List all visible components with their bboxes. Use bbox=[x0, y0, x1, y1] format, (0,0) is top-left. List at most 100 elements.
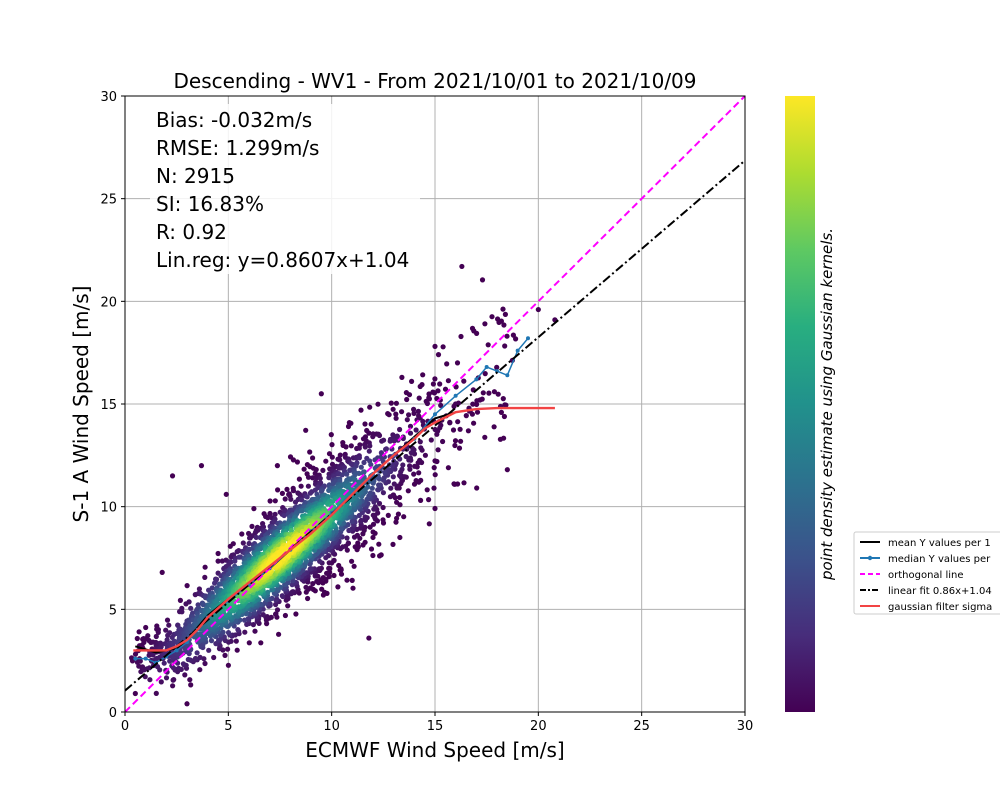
scatter-point bbox=[451, 481, 457, 487]
scatter-point bbox=[391, 438, 397, 444]
scatter-point bbox=[187, 677, 193, 683]
scatter-point bbox=[482, 434, 488, 440]
scatter-point bbox=[274, 463, 280, 469]
scatter-point bbox=[424, 487, 430, 493]
scatter-point bbox=[482, 321, 488, 327]
legend: mean Y values per 1 median Y values per or… bbox=[853, 531, 1000, 615]
scatter-point bbox=[369, 485, 375, 491]
scatter-point bbox=[362, 421, 368, 427]
outlier-point bbox=[504, 467, 510, 473]
scatter-point bbox=[399, 466, 405, 472]
scatter-point bbox=[431, 390, 438, 396]
scatter-point bbox=[404, 417, 410, 423]
scatter-point bbox=[417, 383, 423, 390]
scatter-point bbox=[344, 535, 350, 541]
scatter-point bbox=[267, 510, 273, 517]
scatter-point bbox=[370, 512, 376, 518]
scatter-point bbox=[485, 342, 491, 348]
scatter-point bbox=[246, 530, 252, 537]
scatter-point bbox=[232, 558, 238, 564]
series-lines bbox=[125, 96, 745, 712]
scatter-point bbox=[380, 504, 386, 511]
legend-label: linear fit 0.86x+1.04 bbox=[888, 586, 992, 597]
scatter-point bbox=[180, 661, 186, 667]
scatter-point bbox=[356, 455, 362, 461]
stats-line: R: 0.92 bbox=[156, 220, 227, 244]
scatter-point bbox=[426, 521, 432, 527]
outlier-point bbox=[366, 635, 372, 641]
scatter-point bbox=[240, 540, 246, 546]
scatter-point bbox=[450, 427, 457, 433]
scatter-point bbox=[305, 474, 312, 480]
scatter-point bbox=[134, 635, 140, 642]
scatter-point bbox=[416, 395, 422, 401]
scatter-point bbox=[343, 444, 349, 450]
scatter-point bbox=[282, 612, 288, 619]
scatter-point bbox=[356, 512, 362, 519]
chart-title: Descending - WV1 - From 2021/10/01 to 20… bbox=[173, 69, 696, 93]
scatter-point bbox=[362, 514, 368, 520]
scatter-point bbox=[352, 435, 358, 441]
scatter-point bbox=[211, 654, 217, 661]
scatter-point bbox=[282, 581, 288, 588]
scatter-point bbox=[379, 438, 385, 444]
median-marker bbox=[484, 365, 489, 370]
scatter-point bbox=[326, 451, 333, 457]
scatter-point bbox=[188, 605, 194, 611]
colorbar bbox=[785, 96, 815, 712]
scatter-point bbox=[491, 424, 497, 430]
scatter-point bbox=[323, 555, 329, 561]
scatter-point bbox=[345, 540, 351, 546]
scatter-point bbox=[403, 453, 409, 460]
scatter-point bbox=[202, 660, 208, 667]
scatter-point bbox=[246, 640, 252, 646]
scatter-point bbox=[202, 564, 208, 570]
scatter-point bbox=[326, 475, 332, 481]
scatter-point bbox=[486, 390, 492, 396]
scatter-point bbox=[305, 483, 311, 489]
scatter-point bbox=[304, 494, 310, 500]
outlier-point bbox=[370, 534, 376, 541]
scatter-point bbox=[355, 540, 361, 546]
scatter-point bbox=[405, 488, 411, 494]
scatter-point bbox=[406, 392, 413, 398]
scatter-point bbox=[470, 401, 476, 407]
scatter-point bbox=[171, 677, 177, 683]
median-marker bbox=[505, 373, 510, 378]
scatter-point bbox=[432, 505, 438, 512]
x-tick-label: 10 bbox=[323, 719, 340, 734]
scatter-point bbox=[417, 439, 423, 445]
scatter-point bbox=[220, 629, 226, 635]
scatter-point bbox=[370, 529, 376, 535]
scatter-point bbox=[296, 476, 302, 482]
scatter-point bbox=[188, 682, 194, 688]
median-marker bbox=[453, 393, 458, 398]
scatter-point bbox=[385, 512, 391, 519]
scatter-point bbox=[426, 497, 432, 503]
scatter-point bbox=[358, 517, 364, 523]
outlier-point bbox=[169, 473, 176, 479]
scatter-point bbox=[424, 400, 430, 407]
scatter-density-points bbox=[129, 277, 519, 697]
scatter-point bbox=[447, 419, 453, 425]
scatter-point bbox=[352, 544, 358, 550]
scatter-point bbox=[192, 655, 199, 662]
scatter-point bbox=[366, 430, 372, 436]
scatter-point bbox=[324, 570, 330, 576]
scatter-point bbox=[252, 628, 258, 634]
scatter-point bbox=[164, 637, 170, 643]
scatter-point bbox=[320, 467, 326, 473]
scatter-point bbox=[498, 409, 504, 415]
outlier-point bbox=[459, 263, 465, 270]
scatter-point bbox=[215, 550, 221, 557]
scatter-point bbox=[323, 458, 329, 464]
scatter-point bbox=[380, 517, 386, 523]
legend-box bbox=[853, 531, 1000, 615]
scatter-point bbox=[253, 534, 259, 541]
scatter-point bbox=[260, 612, 266, 618]
stats-line: RMSE: 1.299m/s bbox=[156, 136, 319, 160]
scatter-point bbox=[310, 475, 316, 481]
scatter-point bbox=[153, 690, 159, 697]
median-marker bbox=[474, 377, 479, 382]
scatter-point bbox=[275, 487, 281, 493]
